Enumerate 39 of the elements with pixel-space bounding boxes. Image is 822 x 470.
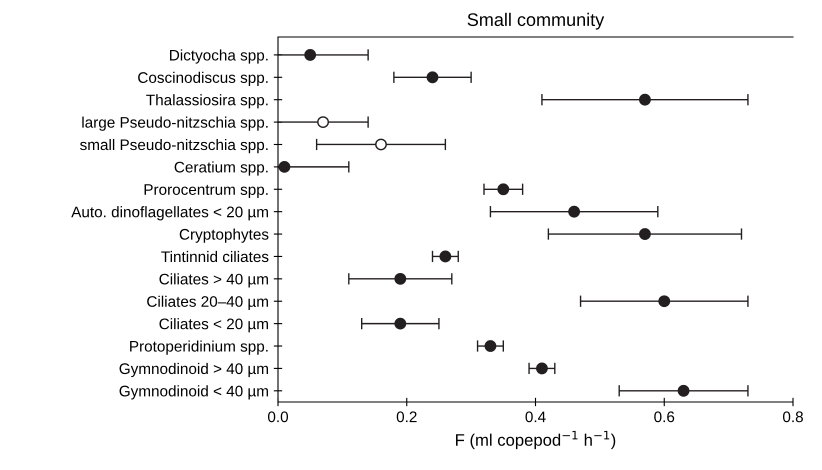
y-tick-label: Gymnodinoid > 40 µm — [120, 362, 268, 378]
y-tick-label: Protoperidinium spp. — [130, 340, 268, 355]
point — [375, 138, 387, 150]
y-tick-label: Ceratium spp. — [174, 161, 268, 176]
point — [678, 384, 690, 397]
point — [639, 228, 651, 240]
point — [278, 160, 290, 173]
x-tick-label: 0.4 — [525, 411, 546, 422]
x-tick-label: 0.2 — [396, 411, 417, 422]
point — [536, 362, 548, 374]
y-tick-label: small Pseudo-nitzschia spp. — [80, 138, 268, 154]
y-tick-label: large Pseudo-nitzschia spp. — [82, 116, 268, 131]
x-tick-label: 0.0 — [268, 411, 288, 422]
point — [658, 295, 670, 308]
y-tick-label: Cryptophytes — [180, 228, 268, 243]
point — [568, 206, 580, 218]
point — [439, 250, 452, 262]
point — [317, 116, 329, 128]
point — [394, 318, 406, 330]
y-tick-label: Dictyocha spp. — [170, 49, 268, 64]
point — [304, 49, 316, 61]
y-tick-label: Auto. dinoflagellates < 20 µm — [71, 206, 268, 220]
chart-title: Small community — [468, 12, 604, 30]
point — [426, 71, 438, 84]
y-tick-label: Ciliates < 20 µm — [159, 318, 268, 332]
y-tick-label: Coscinodiscus spp. — [138, 72, 268, 86]
y-tick-label: Tintinnid ciliates — [161, 250, 268, 262]
point — [394, 272, 406, 285]
y-tick-label: Ciliates > 40 µm — [159, 273, 268, 288]
x-tick-label: 0.6 — [654, 411, 674, 422]
y-tick-label: Prorocentrum spp. — [144, 184, 268, 198]
y-tick-label: Ciliates 20–40 µm — [147, 296, 268, 310]
point — [639, 94, 651, 106]
point — [484, 340, 496, 352]
x-tick-label: 0.8 — [782, 411, 803, 422]
y-tick-label: Thalassiosira spp. — [146, 94, 268, 108]
x-axis-title: F (ml copepod$^{−1}$ h$^{−1}$) — [456, 430, 616, 450]
y-tick-label: Gymnodinoid < 40 µm — [120, 385, 268, 400]
point — [497, 183, 510, 196]
